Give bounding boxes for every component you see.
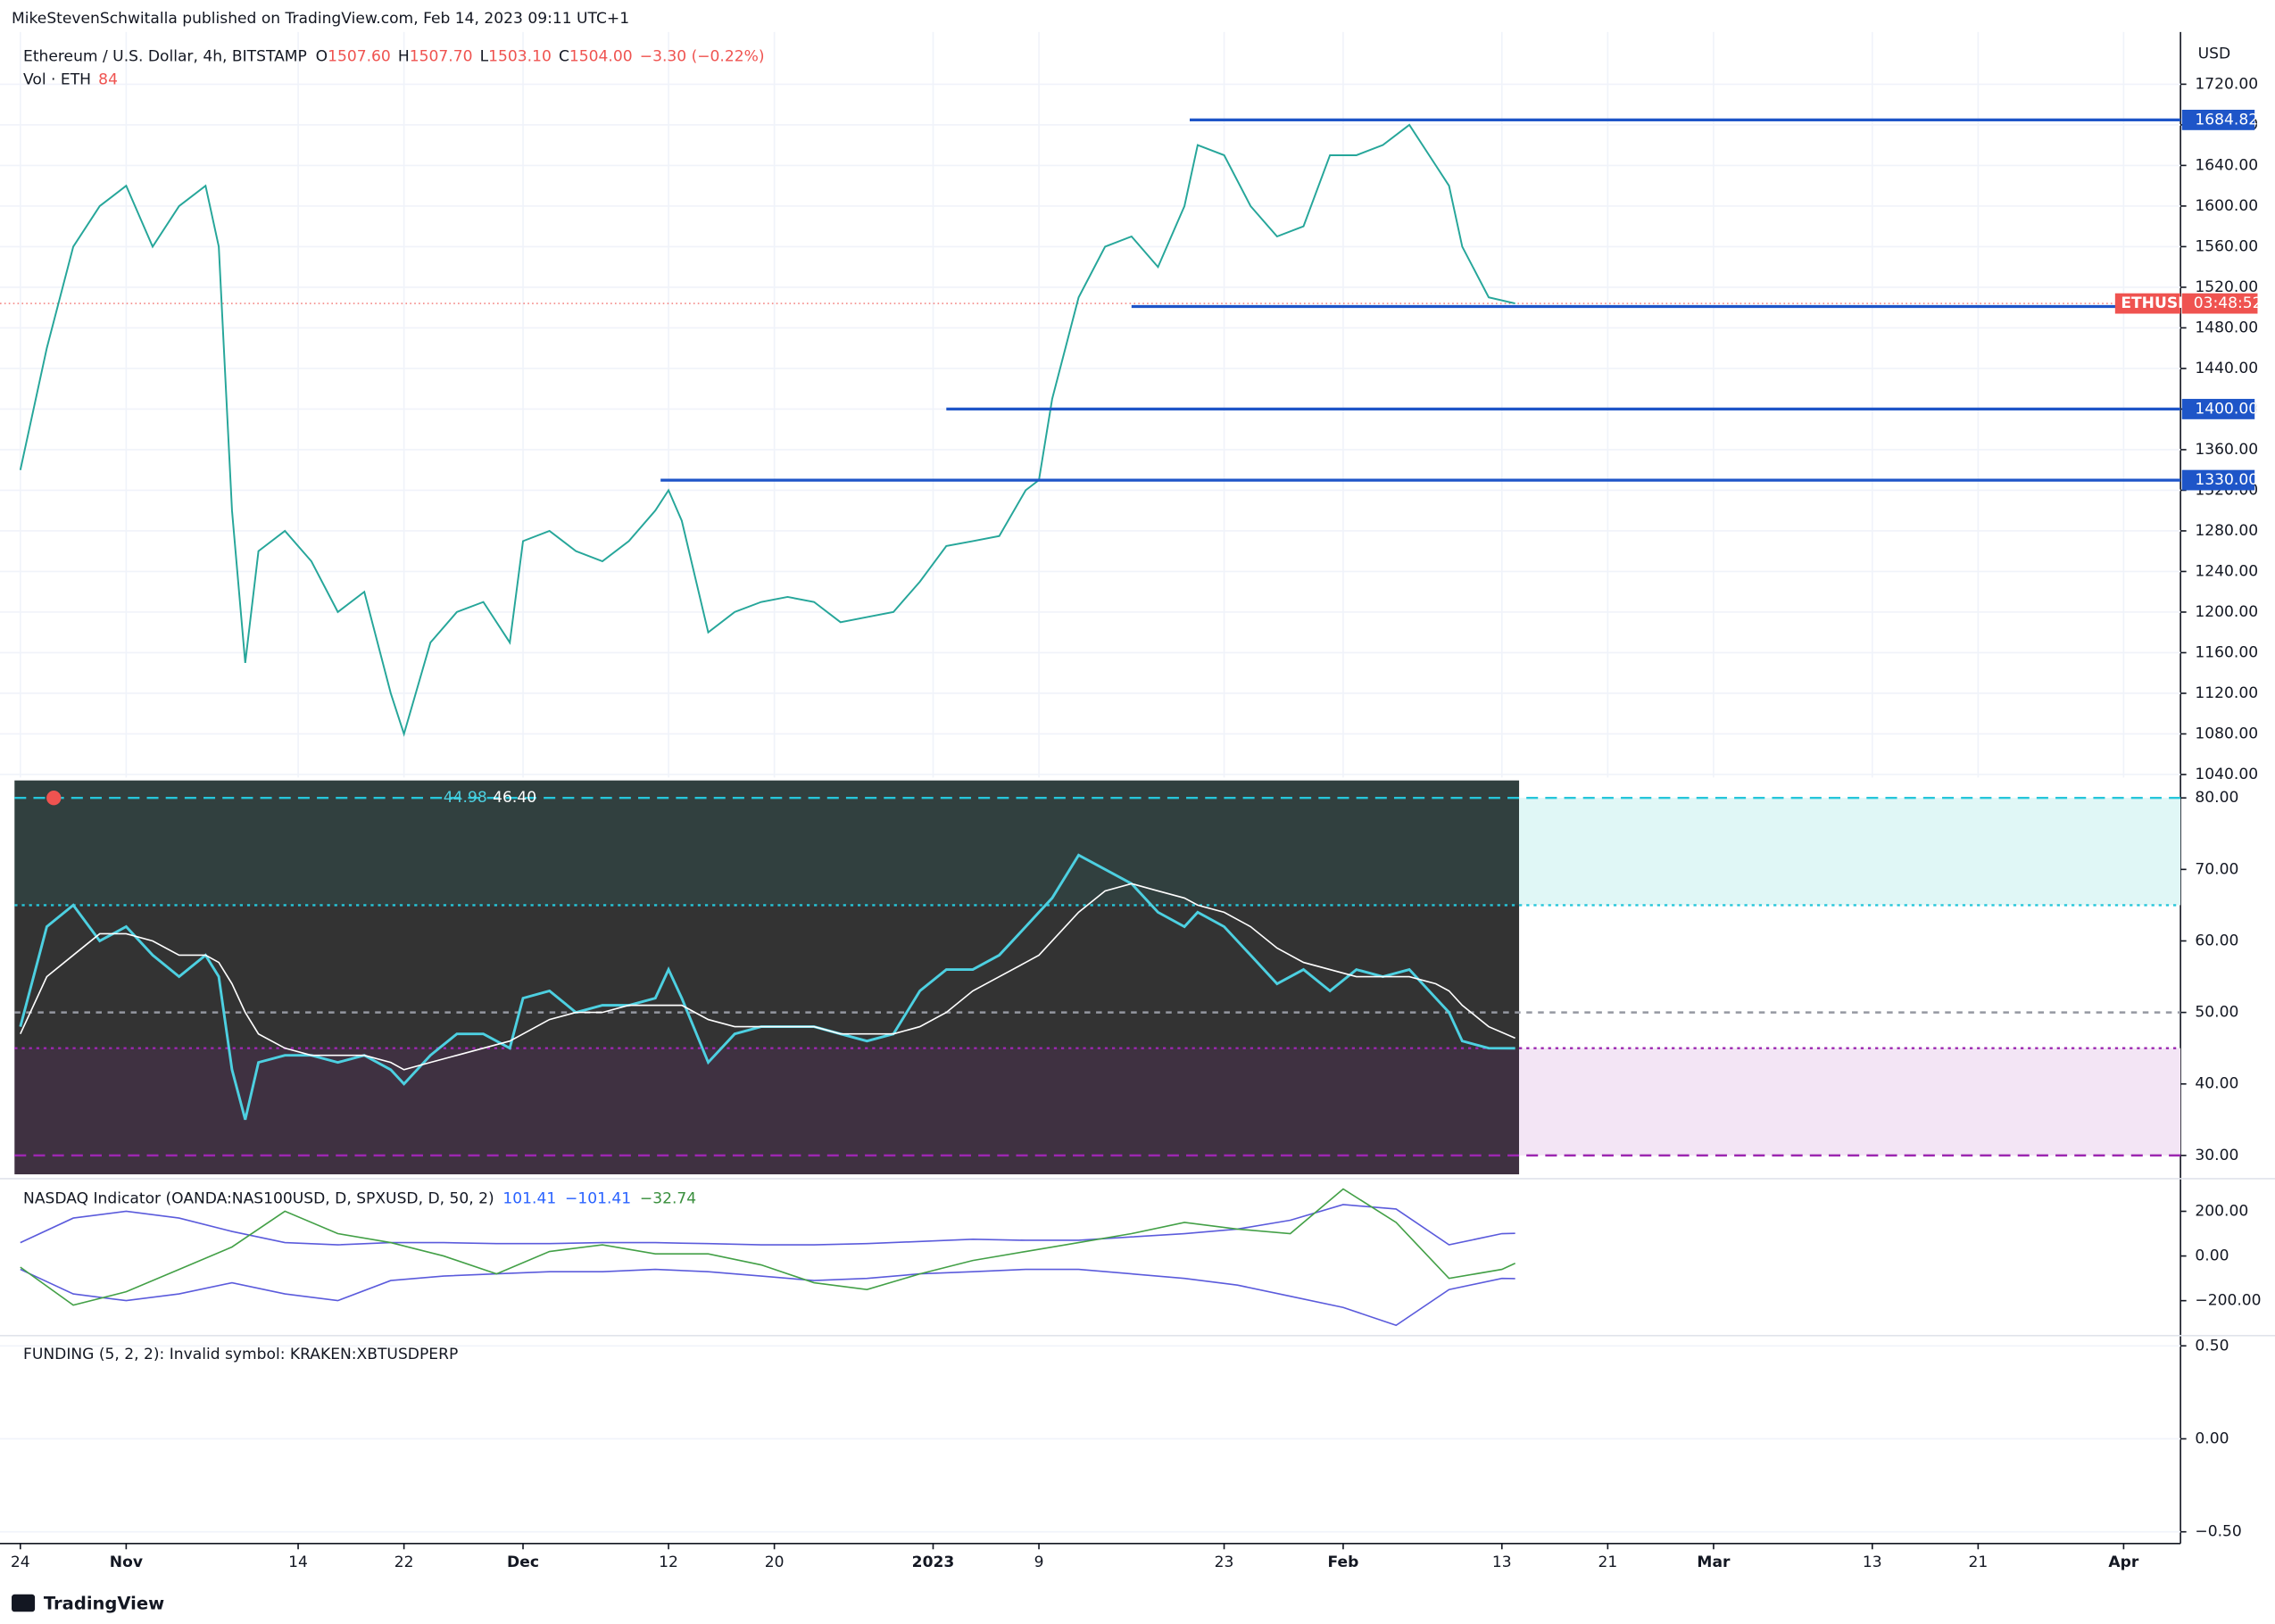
series-line <box>20 1188 1515 1306</box>
y-tick-label: 200.00 <box>2195 1202 2248 1220</box>
y-tick-label: 80.00 <box>2195 789 2238 807</box>
y-tick-label: 1240.00 <box>2195 562 2258 580</box>
rsi-zone-lower <box>14 1048 1520 1175</box>
y-tick-label: 1160.00 <box>2195 643 2258 661</box>
x-tick-label: 22 <box>394 1554 414 1571</box>
ohlc-value: 1507.60 <box>328 48 391 66</box>
y-tick-label: 1640.00 <box>2195 156 2258 174</box>
rsi-zone-upper <box>14 780 1520 906</box>
indicator-value: −101.41 <box>565 1190 631 1208</box>
x-tick-label: 2023 <box>912 1554 955 1571</box>
x-tick-label: Feb <box>1328 1554 1359 1571</box>
y-tick-label: 50.00 <box>2195 1004 2238 1022</box>
y-tick-label: 1360.00 <box>2195 441 2258 459</box>
x-tick-label: 13 <box>1492 1554 1512 1571</box>
symbol-tag <box>2114 293 2181 314</box>
y-tick-label: 1600.00 <box>2195 197 2258 215</box>
series-line <box>20 882 1515 1071</box>
x-tick-label: 21 <box>1598 1554 1617 1571</box>
x-tick-label: Nov <box>110 1554 143 1571</box>
rsi-header-value: 46.40 <box>493 789 536 807</box>
level-tag <box>2181 399 2255 419</box>
x-tick-label: Mar <box>1697 1554 1731 1571</box>
y-tick-label: 70.00 <box>2195 860 2238 878</box>
symbol-title: Ethereum / U.S. Dollar, 4h, BITSTAMP <box>23 48 307 66</box>
y-tick-label: 1200.00 <box>2195 603 2258 621</box>
level-tag <box>2181 469 2255 491</box>
countdown-label: 03:48:52 <box>2194 294 2263 312</box>
ohlc-value: 1503.10 <box>488 48 552 66</box>
publish-note: MikeStevenSchwitalla published on Tradin… <box>12 10 629 28</box>
x-tick-label: 12 <box>659 1554 678 1571</box>
volume-value: 84 <box>98 71 118 89</box>
volume-label: Vol · ETH <box>23 71 91 89</box>
volume-legend: Vol · ETH 84 <box>23 71 118 89</box>
y-tick-label: 60.00 <box>2195 932 2238 949</box>
countdown-tag <box>2181 293 2258 314</box>
series-line <box>20 1268 1515 1327</box>
ohlc-key: H <box>398 48 410 66</box>
y-tick-label: −0.50 <box>2195 1523 2241 1541</box>
y-tick-label: 1480.00 <box>2195 319 2258 336</box>
y-tick-label: 1560.00 <box>2195 237 2258 255</box>
level-tag-label: 1684.82 <box>2195 111 2258 128</box>
indicator-legend: NASDAQ Indicator (OANDA:NAS100USD, D, SP… <box>23 1190 696 1208</box>
y-tick-label: 40.00 <box>2195 1075 2238 1093</box>
y-tick-label: 1440.00 <box>2195 360 2258 377</box>
y-tick-label: 1120.00 <box>2195 684 2258 702</box>
y-tick-label: 0.00 <box>2195 1247 2229 1265</box>
footer-brand: TradingView <box>44 1594 164 1614</box>
tradingview-logo <box>12 1594 36 1612</box>
y-tick-label: 1720.00 <box>2195 75 2258 93</box>
series-line <box>19 853 1515 1121</box>
rsi-header-value: 44.98 <box>444 789 487 807</box>
x-tick-label: 13 <box>1863 1554 1882 1571</box>
y-tick-label: −200.00 <box>2195 1292 2261 1310</box>
x-tick-label: 23 <box>1215 1554 1234 1571</box>
x-tick-label: 14 <box>288 1554 308 1571</box>
y-tick-label: 1040.00 <box>2195 766 2258 783</box>
y-tick-label: 0.00 <box>2195 1429 2229 1447</box>
y-tick-label: 0.50 <box>2195 1337 2229 1355</box>
ohlc-key: O <box>316 48 328 66</box>
ohlc-value: 1504.00 <box>569 48 633 66</box>
legend-line: Ethereum / U.S. Dollar, 4h, BITSTAMP O150… <box>23 48 764 66</box>
indicator-value: 101.41 <box>502 1190 556 1208</box>
x-tick-label: Dec <box>507 1554 539 1571</box>
rsi-background <box>14 780 1520 1175</box>
y-tick-label: 30.00 <box>2195 1147 2238 1164</box>
series-line <box>19 123 1515 737</box>
rsi-band <box>1519 1048 2181 1156</box>
y-tick-label: 1520.00 <box>2195 278 2258 296</box>
ohlc-key: C <box>559 48 569 66</box>
pane-icon <box>46 791 62 806</box>
indicator-title: NASDAQ Indicator (OANDA:NAS100USD, D, SP… <box>23 1190 494 1208</box>
symbol-tag-label: ETHUSD <box>2121 294 2190 312</box>
x-tick-label: 9 <box>1034 1554 1044 1571</box>
x-tick-label: 24 <box>11 1554 30 1571</box>
ohlc-key: L <box>480 48 489 66</box>
level-tag-label: 1400.00 <box>2195 400 2258 418</box>
x-tick-label: 20 <box>765 1554 785 1571</box>
indicator-value: −32.74 <box>640 1190 696 1208</box>
x-tick-label: Apr <box>2108 1554 2138 1571</box>
ohlc-value: 1507.70 <box>410 48 473 66</box>
x-tick-label: 21 <box>1968 1554 1988 1571</box>
y-tick-label: 1280.00 <box>2195 522 2258 540</box>
change: −3.30 (−0.22%) <box>640 48 765 66</box>
currency-label: USD <box>2198 45 2231 62</box>
level-tag <box>2181 110 2255 130</box>
rsi-band <box>1519 798 2181 906</box>
level-tag-label: 1330.00 <box>2195 471 2258 489</box>
series-line <box>20 1204 1515 1246</box>
funding-legend: FUNDING (5, 2, 2): Invalid symbol: KRAKE… <box>23 1346 458 1363</box>
y-tick-label: 1080.00 <box>2195 725 2258 742</box>
